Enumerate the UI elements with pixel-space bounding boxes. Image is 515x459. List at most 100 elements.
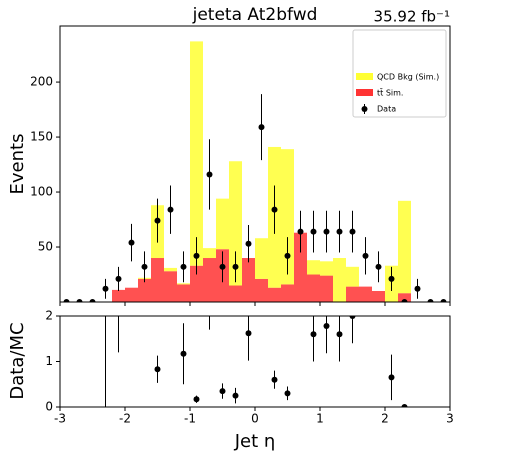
x-tick-label: 2 <box>381 412 389 426</box>
data-point <box>271 376 278 383</box>
legend-marker <box>361 106 368 112</box>
histogram-bar <box>164 267 177 272</box>
y-tick-label: 0 <box>45 400 53 414</box>
legend-label: QCD Bkg (Sim.) <box>377 73 439 82</box>
y-tick-label: 200 <box>30 75 53 89</box>
histogram-bar <box>177 284 190 302</box>
data-point <box>323 228 330 235</box>
histogram-bar <box>281 284 294 302</box>
histogram-bar <box>398 200 411 294</box>
legend-swatch <box>356 89 373 96</box>
data-point <box>103 222 109 228</box>
axes: QCD Bkg (Sim.) tt̄ Sim. Data 50 100 150 200 0 1 2… <box>30 25 454 426</box>
data-point <box>115 275 122 282</box>
data-point <box>349 228 356 235</box>
x-tick-label: -1 <box>184 412 196 426</box>
data-point <box>219 388 226 395</box>
data-point <box>193 396 200 403</box>
data-point <box>401 299 408 302</box>
data-point <box>310 228 317 235</box>
data-point <box>401 404 408 407</box>
y-tick-label: 1 <box>45 354 53 368</box>
x-tick-label: -2 <box>119 412 131 426</box>
histogram-bar <box>372 291 385 302</box>
data-point <box>310 331 317 338</box>
data-point <box>245 240 252 247</box>
y-tick-label: 150 <box>30 130 53 144</box>
y-axis-label: Events <box>7 134 28 195</box>
data-point <box>63 299 70 302</box>
histogram-bar <box>164 271 177 302</box>
data-point <box>388 374 395 381</box>
histogram-bar <box>242 258 255 302</box>
x-tick-label: -3 <box>54 412 66 426</box>
legend-swatch <box>356 73 373 80</box>
histogram-bar <box>229 285 242 302</box>
data-point <box>284 390 291 397</box>
histogram-bar <box>346 286 359 302</box>
data-point <box>193 252 200 259</box>
data-point <box>258 124 265 131</box>
data-point <box>76 299 83 302</box>
histogram-bar <box>203 258 216 302</box>
data-point <box>375 263 382 270</box>
y-tick-label: 50 <box>38 240 53 254</box>
main-plot <box>63 41 447 302</box>
data-point <box>232 392 239 399</box>
histogram-bar <box>255 238 268 279</box>
histogram-bar <box>268 287 281 302</box>
data-point <box>440 299 447 302</box>
luminosity: 35.92 fb⁻¹ <box>374 8 450 26</box>
x-tick-label: 0 <box>251 412 259 426</box>
data-point <box>232 263 239 270</box>
data-point <box>154 217 161 224</box>
data-point <box>388 275 395 282</box>
data-point <box>323 323 330 330</box>
data-point <box>245 330 252 337</box>
ratio-plot <box>103 222 408 407</box>
y-tick-label: 2 <box>45 309 53 323</box>
data-point <box>414 285 421 292</box>
histogram-bar <box>333 258 346 302</box>
data-point <box>336 331 343 338</box>
histogram-bar <box>398 293 411 302</box>
histogram-bar <box>203 248 216 259</box>
legend-box <box>352 29 447 118</box>
histogram-bar <box>125 287 138 302</box>
data-point <box>206 171 213 178</box>
data-point <box>141 263 148 270</box>
x-axis-label: Jet η <box>234 431 276 452</box>
histogram-bar <box>359 286 372 302</box>
histogram-bar <box>190 41 203 266</box>
histogram-bar <box>320 275 333 302</box>
data-point <box>349 316 356 319</box>
histogram-bar <box>294 232 307 302</box>
data-point <box>336 228 343 235</box>
x-tick-label: 3 <box>446 412 454 426</box>
histogram-bar <box>138 278 151 302</box>
histogram-bar <box>151 258 164 302</box>
histogram-bar <box>112 289 125 302</box>
data-point <box>284 252 291 259</box>
histogram-bar <box>177 283 190 285</box>
data-point <box>427 299 434 302</box>
data-point <box>102 285 109 292</box>
data-point <box>167 206 174 213</box>
histogram-bar <box>255 278 268 302</box>
data-point <box>180 263 187 270</box>
y-tick-label: 100 <box>30 185 53 199</box>
data-point <box>89 299 96 302</box>
x-tick-label: 1 <box>316 412 324 426</box>
histogram-bar <box>307 274 320 302</box>
data-point <box>180 350 187 357</box>
data-point <box>271 206 278 213</box>
chart-title: jeteta At2bfwd <box>192 5 318 25</box>
data-point <box>297 228 304 235</box>
histogram-bar <box>190 265 203 302</box>
histogram-bar <box>307 260 320 275</box>
legend-label: tt̄ Sim. <box>377 87 403 97</box>
histogram-bar <box>216 198 229 250</box>
data-point <box>128 239 135 246</box>
data-point <box>362 252 369 259</box>
